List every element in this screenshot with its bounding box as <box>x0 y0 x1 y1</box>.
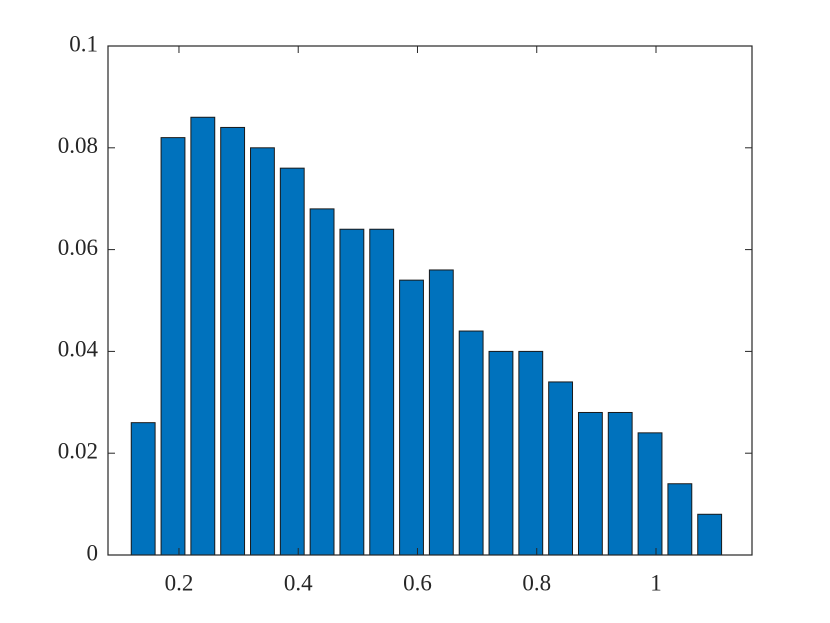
x-tick-label: 0.6 <box>403 570 432 595</box>
bar <box>637 432 663 556</box>
x-tick-label: 1 <box>650 570 662 595</box>
bar <box>190 116 216 556</box>
y-tick-label: 0 <box>87 540 99 565</box>
bar <box>607 411 633 556</box>
bar <box>250 147 275 556</box>
axes-box <box>107 45 753 556</box>
y-tick-label: 0.1 <box>69 31 98 56</box>
bar <box>160 137 186 556</box>
bar <box>667 483 693 556</box>
bar <box>697 513 723 556</box>
bar <box>279 167 305 556</box>
bar <box>309 208 335 556</box>
bar <box>220 126 246 556</box>
x-tick-label: 0.2 <box>165 570 194 595</box>
plot-area <box>130 116 723 556</box>
bar <box>458 330 484 556</box>
bar <box>428 269 454 556</box>
bar <box>339 228 365 556</box>
y-tick-label: 0.08 <box>58 133 98 158</box>
bar <box>518 350 544 556</box>
bar <box>577 411 603 556</box>
bar <box>399 279 424 556</box>
bar <box>548 381 574 556</box>
y-tick-label: 0.06 <box>58 235 98 260</box>
bar <box>488 350 514 556</box>
x-tick-label: 0.4 <box>284 570 313 595</box>
bar <box>369 228 395 556</box>
y-tick-label: 0.02 <box>58 438 98 463</box>
bar <box>130 422 156 556</box>
x-tick-label: 0.8 <box>522 570 551 595</box>
y-tick-label: 0.04 <box>58 337 99 362</box>
